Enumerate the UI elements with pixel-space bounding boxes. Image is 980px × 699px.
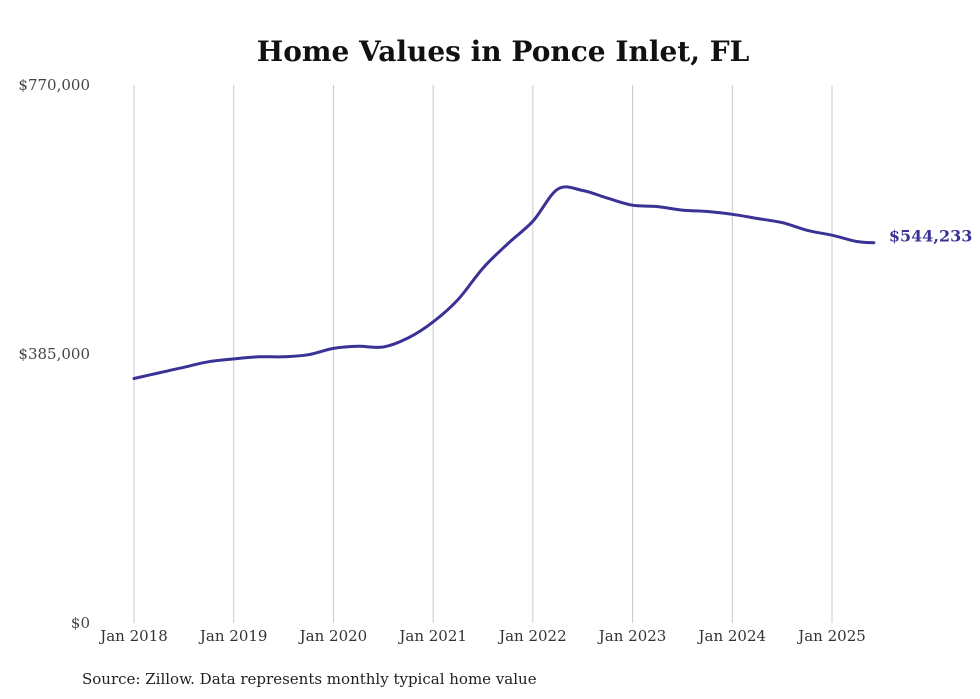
x-tick-label: Jan 2021	[397, 627, 467, 645]
x-tick-label: Jan 2019	[198, 627, 268, 645]
y-tick-label: $385,000	[18, 345, 90, 363]
x-tick-label: Jan 2023	[597, 627, 667, 645]
x-axis-ticks: Jan 2018 Jan 2019 Jan 2020 Jan 2021 Jan 2022…	[98, 627, 866, 645]
y-axis-ticks: $770,000 $385,000 $0	[18, 76, 90, 632]
y-tick-label: $0	[71, 614, 90, 632]
home-value-line	[132, 185, 876, 380]
chart-title: Home Values in Ponce Inlet, FL	[257, 35, 750, 68]
source-note: Source: Zillow. Data represents monthly …	[82, 670, 537, 688]
x-tick-label: Jan 2025	[796, 627, 866, 645]
x-tick-label: Jan 2022	[497, 627, 567, 645]
gridlines	[133, 85, 833, 623]
x-tick-label: Jan 2020	[298, 627, 368, 645]
x-tick-label: Jan 2018	[98, 627, 168, 645]
x-tick-label: Jan 2024	[697, 627, 767, 645]
y-tick-label: $770,000	[18, 76, 90, 94]
last-value-label: $544,233	[889, 227, 973, 246]
